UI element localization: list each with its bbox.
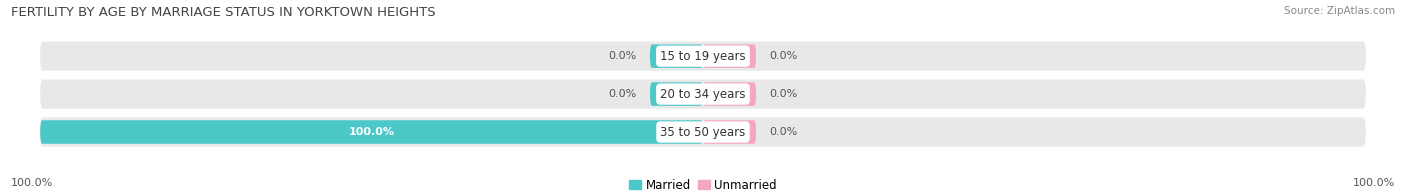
- Text: 15 to 19 years: 15 to 19 years: [661, 50, 745, 63]
- Text: 100.0%: 100.0%: [349, 127, 395, 137]
- FancyBboxPatch shape: [41, 117, 1365, 147]
- Text: 0.0%: 0.0%: [769, 127, 797, 137]
- Text: 0.0%: 0.0%: [609, 51, 637, 61]
- FancyBboxPatch shape: [703, 82, 756, 106]
- Text: 100.0%: 100.0%: [1353, 178, 1395, 188]
- Text: 0.0%: 0.0%: [769, 51, 797, 61]
- Text: 0.0%: 0.0%: [769, 89, 797, 99]
- FancyBboxPatch shape: [650, 82, 703, 106]
- Text: 20 to 34 years: 20 to 34 years: [661, 88, 745, 101]
- FancyBboxPatch shape: [703, 44, 756, 68]
- Legend: Married, Unmarried: Married, Unmarried: [628, 179, 778, 192]
- FancyBboxPatch shape: [41, 79, 1365, 109]
- FancyBboxPatch shape: [41, 42, 1365, 71]
- Text: 0.0%: 0.0%: [609, 89, 637, 99]
- Text: 35 to 50 years: 35 to 50 years: [661, 125, 745, 139]
- Text: 100.0%: 100.0%: [11, 178, 53, 188]
- Text: Source: ZipAtlas.com: Source: ZipAtlas.com: [1284, 6, 1395, 16]
- FancyBboxPatch shape: [703, 120, 756, 144]
- FancyBboxPatch shape: [650, 44, 703, 68]
- FancyBboxPatch shape: [41, 120, 703, 144]
- Text: FERTILITY BY AGE BY MARRIAGE STATUS IN YORKTOWN HEIGHTS: FERTILITY BY AGE BY MARRIAGE STATUS IN Y…: [11, 6, 436, 19]
